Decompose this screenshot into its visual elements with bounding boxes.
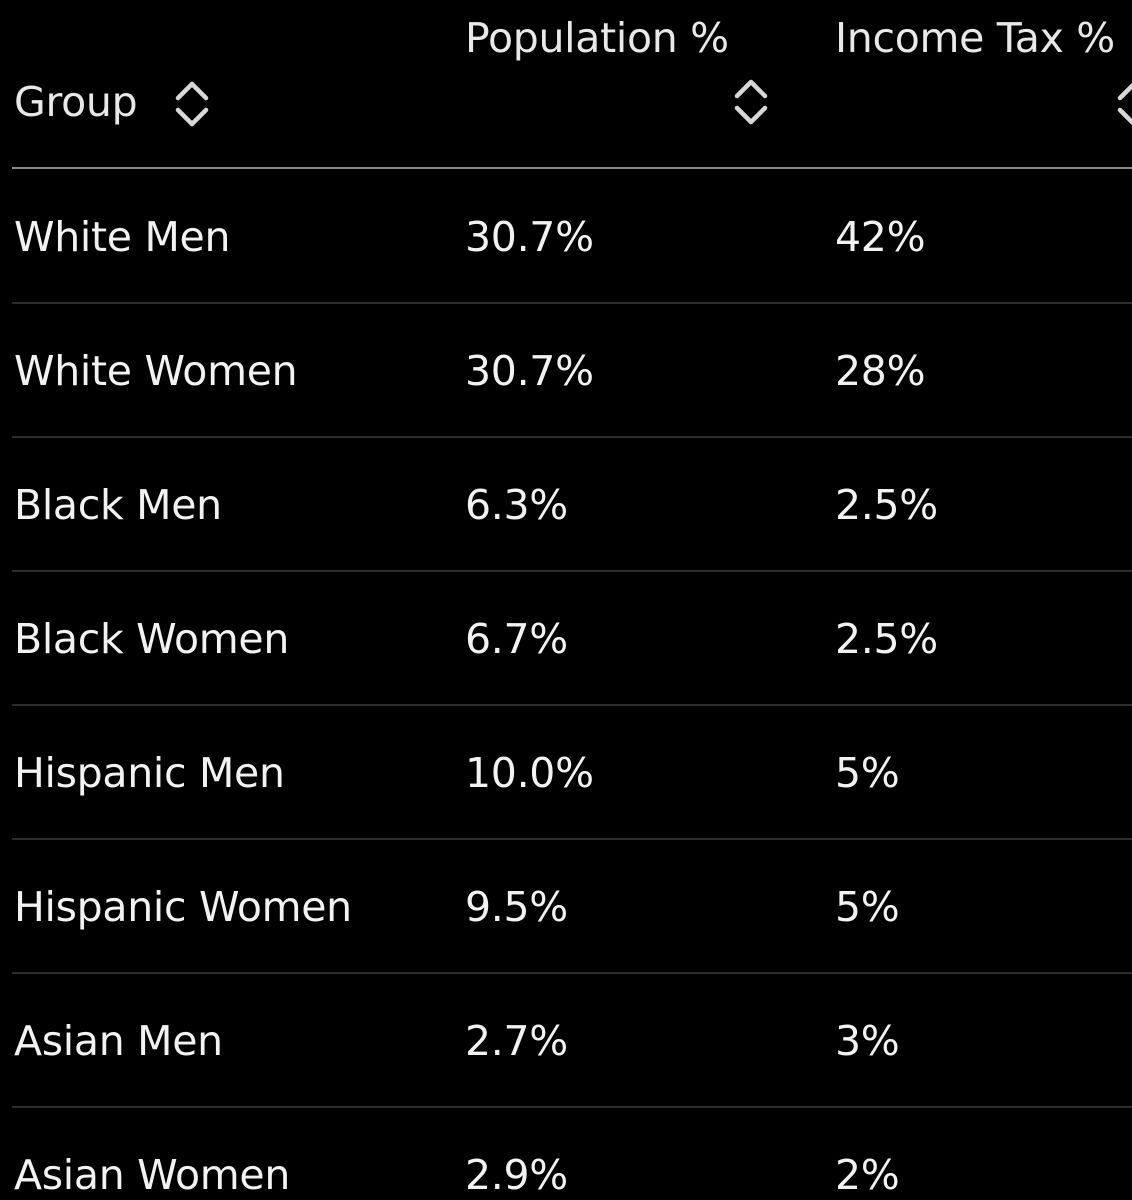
chevron-up-down-icon[interactable]: [733, 76, 769, 128]
cell-population: 6.7%: [465, 615, 568, 663]
cell-population: 9.5%: [465, 883, 568, 931]
cell-income-tax: 28%: [835, 347, 926, 395]
cell-group: Black Men: [14, 481, 222, 529]
cell-population: 10.0%: [465, 749, 594, 797]
column-header-income-tax[interactable]: Income Tax %: [835, 14, 1115, 62]
row-divider: [12, 302, 1132, 304]
cell-income-tax: 42%: [835, 213, 926, 261]
table-row[interactable]: Black Women 6.7% 2.5%: [0, 572, 1132, 706]
table-row[interactable]: Hispanic Women 9.5% 5%: [0, 840, 1132, 974]
column-header-label: Population %: [465, 14, 729, 62]
table-row[interactable]: Black Men 6.3% 2.5%: [0, 438, 1132, 572]
cell-income-tax: 2%: [835, 1151, 900, 1199]
cell-group: White Women: [14, 347, 298, 395]
column-header-group[interactable]: Group: [14, 78, 138, 126]
row-divider: [12, 436, 1132, 438]
column-header-label: Group: [14, 78, 138, 126]
cell-group: Hispanic Women: [14, 883, 352, 931]
table-header: Group Population % Income Tax %: [0, 0, 1132, 170]
row-divider: [12, 838, 1132, 840]
row-divider: [12, 972, 1132, 974]
table-row[interactable]: Hispanic Men 10.0% 5%: [0, 706, 1132, 840]
table-row[interactable]: White Women 30.7% 28%: [0, 304, 1132, 438]
cell-income-tax: 3%: [835, 1017, 900, 1065]
cell-group: Asian Men: [14, 1017, 223, 1065]
column-header-population[interactable]: Population %: [465, 14, 729, 62]
cell-group: White Men: [14, 213, 231, 261]
cell-group: Asian Women: [14, 1151, 291, 1199]
chevron-up-down-icon[interactable]: [1116, 78, 1132, 130]
row-divider: [12, 570, 1132, 572]
row-divider: [12, 704, 1132, 706]
cell-population: 30.7%: [465, 213, 594, 261]
cell-population: 2.7%: [465, 1017, 568, 1065]
cell-income-tax: 5%: [835, 749, 900, 797]
chevron-up-down-icon[interactable]: [174, 78, 210, 130]
cell-income-tax: 2.5%: [835, 615, 938, 663]
table-row[interactable]: Asian Men 2.7% 3%: [0, 974, 1132, 1108]
cell-population: 30.7%: [465, 347, 594, 395]
cell-group: Hispanic Men: [14, 749, 285, 797]
cell-population: 6.3%: [465, 481, 568, 529]
cell-income-tax: 2.5%: [835, 481, 938, 529]
header-divider: [12, 167, 1132, 169]
table-row[interactable]: White Men 30.7% 42%: [0, 170, 1132, 304]
table-row[interactable]: Asian Women 2.9% 2%: [0, 1108, 1132, 1200]
column-header-label: Income Tax %: [835, 14, 1115, 62]
cell-income-tax: 5%: [835, 883, 900, 931]
cell-group: Black Women: [14, 615, 290, 663]
cell-population: 2.9%: [465, 1151, 568, 1199]
row-divider: [12, 1106, 1132, 1108]
